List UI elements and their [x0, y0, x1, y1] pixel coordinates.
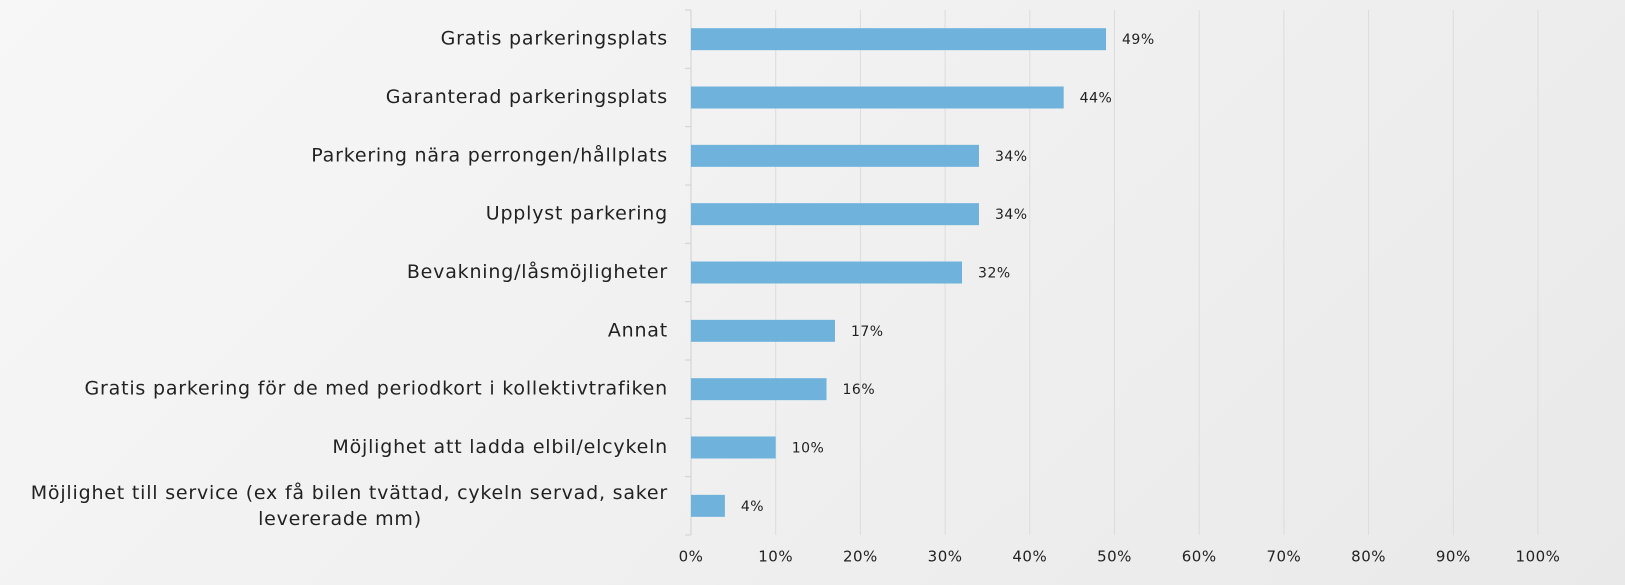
x-tick-label: 10% [758, 548, 793, 566]
bar [691, 144, 979, 167]
data-label: 44% [1080, 91, 1113, 107]
x-tick-label: 50% [1097, 548, 1132, 566]
data-label: 34% [995, 149, 1028, 165]
data-label: 10% [792, 441, 825, 457]
bar [691, 378, 827, 401]
x-tick-label: 90% [1436, 548, 1471, 566]
bar [691, 203, 979, 226]
data-label: 4% [741, 499, 764, 515]
y-tick-label: Möjlighet till service (ex få bilen tvät… [31, 480, 668, 529]
data-label: 17% [851, 324, 884, 340]
x-tick-label: 100% [1516, 548, 1561, 566]
y-tick-label: Möjlighet att ladda elbil/elcykeln [332, 436, 668, 458]
data-label: 16% [843, 382, 876, 398]
y-tick-label: Annat [608, 319, 668, 341]
bar [691, 436, 776, 459]
x-tick-label: 0% [679, 548, 704, 566]
y-tick-label: Garanterad parkeringsplats [386, 86, 668, 108]
data-label: 32% [978, 266, 1011, 282]
x-tick-label: 60% [1182, 548, 1217, 566]
x-tick-label: 30% [928, 548, 963, 566]
x-tick-label: 80% [1351, 548, 1386, 566]
x-tick-label: 40% [1012, 548, 1047, 566]
y-tick-label: Gratis parkeringsplats [441, 28, 668, 50]
x-tick-label: 70% [1266, 548, 1301, 566]
bar [691, 494, 725, 517]
bar [691, 86, 1064, 109]
bar [691, 261, 963, 284]
y-tick-label: Bevakning/låsmöjligheter [407, 260, 668, 283]
bar [691, 28, 1107, 51]
bar [691, 319, 835, 342]
data-label: 34% [995, 207, 1028, 223]
y-tick-label: Gratis parkering för de med periodkort i… [85, 378, 668, 400]
x-tick-label: 20% [843, 548, 878, 566]
y-tick-label: Parkering nära perrongen/hållplats [311, 143, 668, 166]
y-tick-label: Upplyst parkering [486, 203, 668, 225]
data-label: 49% [1122, 32, 1155, 48]
